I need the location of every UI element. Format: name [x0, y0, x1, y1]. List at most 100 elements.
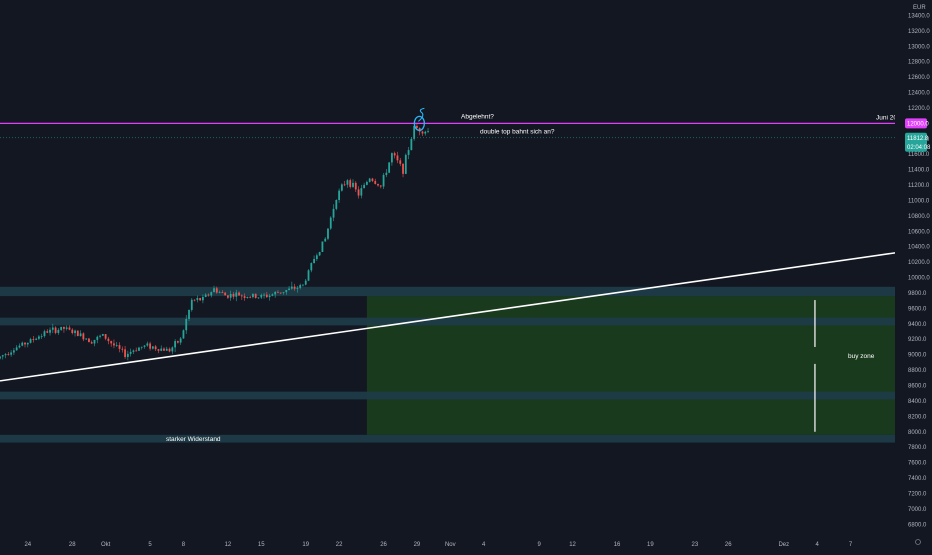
candle-body — [85, 338, 88, 340]
y-tick-label: 7600.0 — [908, 461, 927, 467]
candle-body — [329, 217, 332, 229]
x-axis: 24 28 Okt 5 8 12 15 19 22 26 29 Nov 4 9 12 16 19 23 26 Dez 4… — [0, 532, 932, 550]
x-tick-label: Dez — [778, 542, 789, 548]
candle-body — [135, 350, 138, 352]
candle-body — [54, 327, 57, 333]
support-zone — [0, 391, 895, 400]
x-tick-label: 9 — [538, 542, 542, 548]
y-tick-label: 10800.0 — [908, 214, 930, 220]
candle-body — [293, 286, 296, 289]
support-zone — [0, 434, 895, 443]
x-tick-label: Nov — [445, 542, 456, 548]
candle-body — [235, 292, 238, 297]
candle-body — [68, 327, 71, 330]
y-tick-label: 8400.0 — [908, 399, 927, 405]
candle-body — [421, 131, 424, 134]
annotation-abgelehnt: Abgelehnt? — [461, 113, 494, 120]
candle-body — [110, 341, 113, 344]
candle-body — [321, 241, 324, 252]
zones-layer — [0, 286, 895, 443]
candle-body — [154, 346, 157, 350]
candle-body — [279, 292, 282, 294]
candle-body — [354, 182, 357, 190]
candle-body — [121, 348, 124, 350]
settings-icon[interactable] — [915, 539, 921, 545]
currency-label: EUR — [913, 5, 926, 11]
candle-body — [51, 327, 54, 330]
candle-body — [413, 125, 416, 139]
candle-body — [238, 292, 240, 296]
candle-body — [12, 350, 15, 353]
candle-body — [43, 331, 46, 337]
y-tick-label: 8200.0 — [908, 414, 927, 420]
candle-body — [118, 345, 121, 349]
candle-body — [357, 189, 360, 196]
y-tick-label: 7000.0 — [908, 507, 927, 513]
candle-body — [76, 330, 79, 337]
annotations-layer: Juni 2019 Abgelehnt? double top bahnt sich… — [166, 107, 905, 443]
y-tick-label: 8600.0 — [908, 384, 927, 390]
candle-body — [126, 353, 129, 358]
candle-body — [149, 343, 151, 349]
candle-body — [146, 343, 149, 346]
candle-body — [404, 154, 407, 174]
candle-body — [124, 349, 126, 358]
candle-body — [193, 299, 196, 301]
candle-body — [388, 162, 391, 173]
candle-body — [4, 354, 7, 356]
annotation-double-top: double top bahnt sich an? — [480, 128, 555, 135]
candle-body — [207, 294, 210, 296]
candle-body — [304, 280, 307, 285]
candle-body — [324, 238, 327, 242]
candle-body — [132, 350, 135, 352]
candle-body — [49, 329, 51, 333]
y-tick-label: 8800.0 — [908, 368, 927, 374]
candle-body — [290, 286, 293, 289]
candle-body — [18, 345, 21, 348]
candles-layer — [0, 123, 429, 361]
candle-body — [113, 343, 115, 346]
x-tick-label: 15 — [258, 542, 265, 548]
x-tick-label: 28 — [69, 542, 76, 548]
candle-body — [368, 178, 371, 182]
y-tick-label: 12200.0 — [908, 106, 930, 112]
candle-body — [396, 155, 399, 161]
candle-body — [1, 355, 4, 357]
y-tick-label: 13000.0 — [908, 44, 930, 50]
candle-body — [410, 138, 413, 151]
candle-body — [79, 333, 82, 337]
candle-body — [176, 341, 179, 343]
current-price-tag — [905, 132, 927, 152]
candle-body — [416, 125, 418, 128]
candle-body — [274, 291, 277, 295]
x-tick-label: 5 — [148, 542, 152, 548]
candle-body — [107, 338, 110, 342]
candle-body — [379, 185, 382, 187]
candle-body — [71, 329, 74, 334]
candle-body — [427, 130, 429, 132]
x-tick-label: 12 — [569, 542, 576, 548]
candle-body — [254, 293, 257, 298]
candle-body — [26, 342, 29, 345]
candle-body — [385, 172, 388, 175]
y-tick-label: 9400.0 — [908, 322, 927, 328]
candle-body — [57, 329, 60, 333]
candle-body — [402, 163, 404, 174]
candle-body — [271, 294, 274, 296]
candle-body — [143, 345, 146, 347]
candle-body — [424, 131, 427, 134]
candle-body — [24, 342, 26, 345]
candle-body — [229, 293, 232, 298]
y-tick-label: 6800.0 — [908, 522, 927, 528]
x-tick-label: 19 — [647, 542, 654, 548]
candle-body — [338, 190, 340, 201]
candle-body — [60, 326, 63, 330]
candle-body — [265, 294, 268, 298]
x-tick-label: 22 — [336, 542, 343, 548]
candle-body — [40, 336, 43, 337]
candle-body — [349, 180, 352, 187]
y-axis: 6800.0 7000.0 7200.0 7400.0 7600.0 7800.0 8000… — [895, 0, 932, 550]
candle-body — [296, 287, 299, 289]
